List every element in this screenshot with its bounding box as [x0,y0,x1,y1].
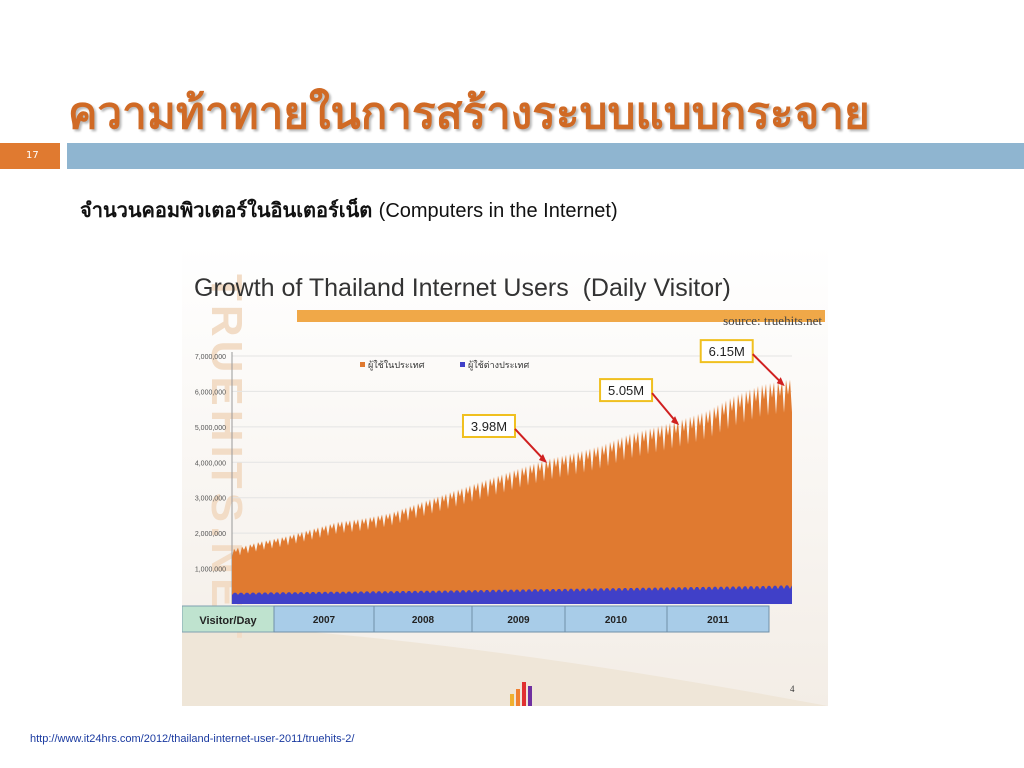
annotation-box [461,413,516,438]
chart-source: source: truehits.net [723,313,822,328]
year-box [471,605,566,633]
annotation: 5.05M [599,378,680,426]
y-tick-label: 7,000,000 [195,354,226,361]
year-label: 2010 [605,615,628,626]
annotation-label: 6.15M [709,344,745,359]
y-tick-label: 5,000,000 [195,425,226,432]
annotation-arrowhead [538,453,547,463]
year-box [666,605,770,633]
y-tick-label: 2,000,000 [195,531,226,538]
year-label: 2009 [507,615,530,626]
bullet-english-text: (Computers in the Internet) [378,200,618,222]
plot-area: 7,000,000 6,000,000 5,000,000 4,000,000 3,00… [195,339,792,604]
annotation-label: 3.98M [471,419,507,434]
chart-title-underline [297,310,825,322]
bullet-thai-text: จำนวนคอมพิวเตอร์ในอินเตอร์เน็ต [80,198,373,222]
slide-title: ความท้าทายในการสร้างระบบแบบกระจาย [68,88,870,139]
y-tick-label: 4,000,000 [195,460,226,467]
x-axis-header-row: Visitor/Day 2007 2008 2009 2010 2011 [182,605,770,633]
source-link[interactable]: http://www.it24hrs.com/2012/thailand-int… [30,733,355,745]
chart-title: Growth of Thailand Internet Users (Daily… [194,274,731,302]
year-label: 2008 [412,615,435,626]
truehits-logo [510,682,532,706]
bullet-text: จำนวนคอมพิวเตอร์ในอินเตอร์เน็ต (Computer… [80,194,618,226]
year-label: 2011 [707,615,729,626]
series-area-domestic [232,379,792,604]
slide-number: 17 [0,143,60,169]
annotation-box [599,378,654,403]
annotation-arrowhead [671,416,680,426]
legend-swatch [460,362,465,367]
y-tick-label: 6,000,000 [195,389,226,396]
legend-label: ผู้ใช้ในประเทศ [368,360,425,371]
annotation: 6.15M [699,339,785,387]
legend: ผู้ใช้ในประเทศ ผู้ใช้ต่างประเทศ [360,360,529,371]
annotation-box [699,339,754,364]
annotation-arrow [752,353,784,385]
y-tick-label: 3,000,000 [195,496,226,503]
annotation-arrow [514,428,546,462]
series-area-foreign [232,585,792,604]
y-tick-label: 1,000,000 [195,567,226,574]
year-box [273,605,375,633]
chart-figure: TRUEHITS.NET Growth of Thailand Internet… [182,244,828,706]
annotation: 3.98M [461,413,547,463]
legend-label: ผู้ใช้ต่างประเทศ [468,360,529,371]
year-box [373,605,473,633]
year-label: 2007 [313,615,336,626]
figure-swoosh [182,624,828,706]
annotation-label: 5.05M [608,383,644,398]
legend-swatch [360,362,365,367]
figure-page-number: 4 [790,684,795,694]
annotation-arrowhead [776,377,785,387]
annotation-arrow [651,392,678,424]
x-axis-label: Visitor/Day [199,615,257,627]
title-divider-bar [67,143,1024,169]
